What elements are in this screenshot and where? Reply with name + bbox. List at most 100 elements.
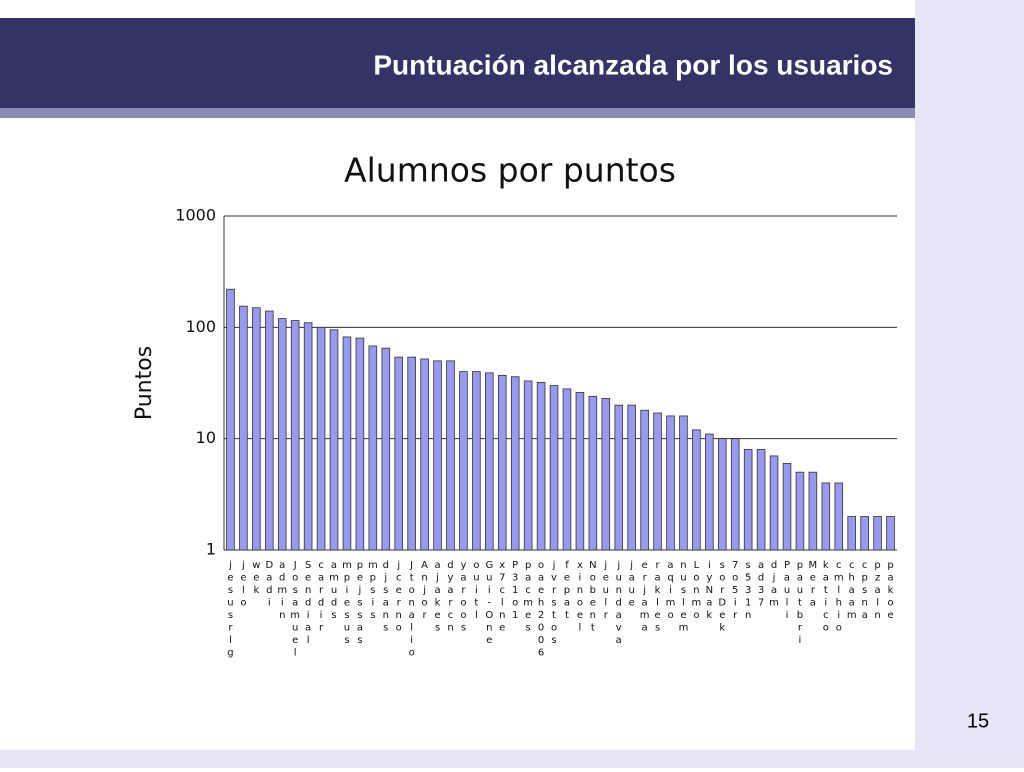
bar bbox=[420, 358, 429, 551]
bar bbox=[588, 395, 598, 551]
x-tick-label: Nobent bbox=[587, 560, 598, 635]
x-tick-label: ajakes bbox=[432, 560, 443, 635]
y-tick-label: 1000 bbox=[175, 206, 216, 225]
bar bbox=[472, 371, 481, 551]
x-tick-label: jundava bbox=[613, 560, 624, 648]
y-tick-label: 100 bbox=[185, 317, 216, 336]
bar bbox=[239, 305, 248, 551]
bar bbox=[329, 329, 339, 551]
x-tick-label: erjama bbox=[639, 560, 650, 635]
x-tick-label: chaam bbox=[846, 560, 857, 623]
x-tick-label: pejssas bbox=[354, 560, 365, 648]
bar bbox=[640, 409, 649, 551]
y-tick-label: 1 bbox=[206, 540, 216, 559]
bar bbox=[562, 388, 572, 551]
chart-title: Alumnos por puntos bbox=[344, 151, 676, 190]
x-tick-label: Anjor bbox=[419, 560, 430, 623]
bar bbox=[485, 372, 494, 551]
header-rule bbox=[0, 108, 915, 118]
bar bbox=[523, 380, 533, 551]
bar bbox=[860, 516, 869, 551]
x-tick-label: ouitl bbox=[471, 560, 482, 623]
x-tick-label: Josamuel bbox=[290, 560, 301, 660]
bar bbox=[252, 307, 261, 551]
bar bbox=[510, 376, 520, 551]
x-tick-label: yaroos bbox=[458, 560, 469, 635]
bar bbox=[290, 320, 300, 551]
x-tick-label: cmlhio bbox=[833, 560, 844, 635]
x-tick-label: Sendial bbox=[303, 560, 314, 648]
bar bbox=[692, 429, 701, 551]
x-tick-label: rakles bbox=[652, 560, 663, 635]
bar bbox=[355, 337, 365, 551]
x-tick-label: pautbri bbox=[794, 560, 805, 648]
bar bbox=[821, 482, 831, 551]
header-band bbox=[0, 18, 915, 108]
x-tick-label: pacmes bbox=[523, 560, 534, 635]
bar bbox=[303, 322, 313, 551]
bar bbox=[549, 385, 559, 551]
x-tick-label: admin bbox=[277, 560, 288, 623]
bar bbox=[433, 360, 442, 551]
x-tick-label: pakoe bbox=[885, 560, 896, 623]
x-tick-label: jvrstos bbox=[549, 560, 560, 648]
bar bbox=[743, 449, 753, 551]
bar bbox=[368, 345, 378, 551]
x-tick-label: sorDek bbox=[717, 560, 728, 635]
bar bbox=[265, 310, 274, 551]
bar bbox=[795, 471, 805, 551]
bar bbox=[666, 415, 675, 551]
x-tick-label: mpiesus bbox=[341, 560, 352, 648]
x-tick-label: wek bbox=[251, 560, 262, 598]
bar bbox=[717, 438, 727, 551]
y-axis-label: Puntos bbox=[132, 346, 157, 420]
x-tick-label: jesusrlg bbox=[225, 560, 236, 660]
x-tick-label: jaue bbox=[626, 560, 637, 610]
x-tick-label: xinoel bbox=[574, 560, 585, 635]
x-tick-label: jelo bbox=[238, 560, 249, 610]
x-tick-label: dyarcn bbox=[445, 560, 456, 635]
x-tick-label: amuds bbox=[329, 560, 340, 623]
bar bbox=[756, 449, 766, 551]
x-tick-label: fepat bbox=[561, 560, 572, 623]
bar bbox=[459, 371, 468, 551]
x-tick-label: Gui-One bbox=[484, 560, 495, 648]
x-tick-label: jcerno bbox=[393, 560, 404, 635]
bar bbox=[653, 412, 662, 551]
x-tick-label: Lonmo bbox=[691, 560, 702, 623]
x-tick-label: Dadi bbox=[264, 560, 275, 610]
x-tick-label: cardir bbox=[316, 560, 327, 635]
y-tick-label: 10 bbox=[196, 428, 216, 447]
bar bbox=[834, 482, 844, 551]
x-tick-label: oaeh2006 bbox=[536, 560, 547, 660]
slide-title: Puntuación alcanzada por los usuarios bbox=[373, 49, 893, 80]
x-tick-label: Mera bbox=[807, 560, 818, 610]
bar bbox=[575, 392, 585, 551]
x-tick-label: Pauli bbox=[781, 560, 792, 623]
x-tick-label: s531n bbox=[743, 560, 754, 623]
bar bbox=[705, 433, 714, 551]
x-tick-label: iyNak bbox=[704, 560, 715, 623]
x-tick-label: katico bbox=[820, 560, 831, 635]
page-number: 15 bbox=[967, 710, 989, 732]
bar bbox=[679, 415, 688, 551]
x-tick-label: Jtonalio bbox=[406, 560, 417, 660]
x-tick-label: jeulr bbox=[600, 560, 611, 623]
bar bbox=[847, 516, 856, 551]
bar bbox=[277, 318, 287, 551]
bar bbox=[614, 404, 624, 551]
bar bbox=[394, 356, 404, 551]
bar bbox=[601, 397, 611, 551]
bar bbox=[886, 516, 895, 551]
x-tick-label: nuslem bbox=[678, 560, 689, 635]
bar bbox=[873, 516, 882, 551]
content-area bbox=[0, 0, 915, 750]
bar bbox=[316, 326, 326, 551]
bar bbox=[407, 356, 416, 551]
x-tick-label: djam bbox=[769, 560, 780, 610]
x-tick-label: pzaln bbox=[872, 560, 883, 623]
bar bbox=[730, 438, 740, 551]
x-tick-label: djsans bbox=[380, 560, 391, 635]
x-tick-label: 7o5ir bbox=[730, 560, 741, 623]
